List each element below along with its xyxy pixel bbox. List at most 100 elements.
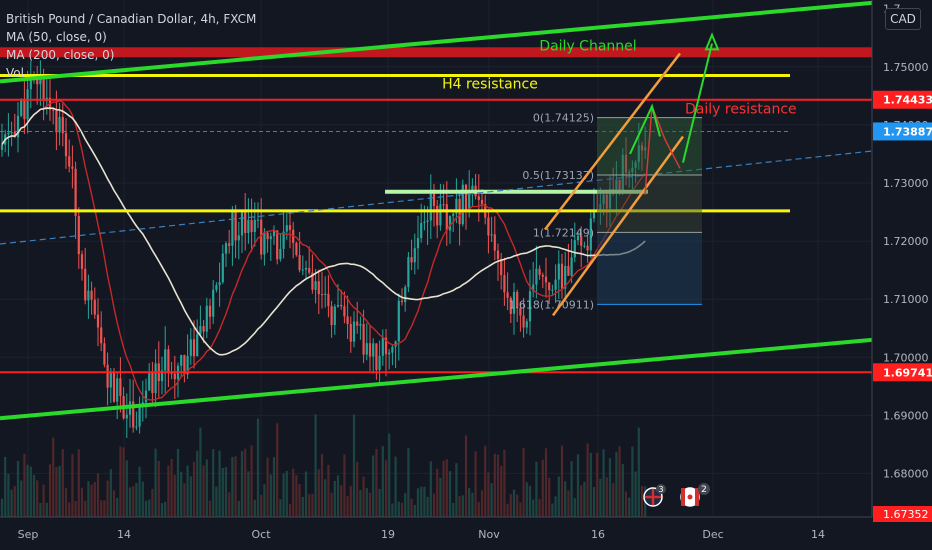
volume-bar [378, 488, 381, 517]
candle-body [365, 343, 368, 355]
flag-band [681, 488, 685, 506]
volume-bar [58, 465, 61, 517]
fib-zone-lower [597, 232, 702, 305]
candle-body [516, 291, 519, 308]
volume-bar [189, 476, 192, 517]
volume-bar [71, 454, 74, 517]
volume-bar [522, 447, 525, 517]
volume-bar [205, 459, 208, 517]
candle-body [512, 291, 516, 314]
currency-badge[interactable]: CAD [885, 8, 921, 30]
candle-body [151, 372, 154, 394]
time-tick-label: 14 [811, 528, 825, 541]
candle-body [64, 133, 68, 157]
candle-body [138, 406, 141, 427]
volume-bar [634, 471, 637, 517]
volume-bar [487, 472, 490, 517]
candle-body [448, 215, 452, 231]
volume-bar [160, 503, 164, 517]
volume-bar [109, 469, 112, 517]
ma50-line [1, 99, 646, 401]
volume-bar [208, 500, 212, 517]
candle-body [189, 339, 192, 356]
volume-bar [637, 427, 640, 517]
price-tick-label: 1.75000 [883, 61, 929, 74]
candle-body [87, 290, 90, 301]
candle-body [269, 236, 272, 240]
volume-bar [416, 488, 420, 517]
volume-bar [333, 480, 336, 517]
volume-bar [436, 468, 439, 517]
volume-bar [352, 414, 356, 517]
candle-body [96, 314, 100, 328]
event-badge-ca: 2 [680, 483, 710, 507]
candle-body [442, 204, 445, 206]
volume-bar [474, 451, 477, 517]
volume-bar [503, 449, 506, 517]
candle-body [346, 316, 349, 324]
maple-leaf [687, 494, 693, 500]
volume-bar [84, 500, 87, 517]
volume-bar [183, 483, 186, 517]
badge-count-bg [656, 484, 666, 494]
candle-body [541, 274, 544, 277]
candle-body [349, 323, 352, 342]
candle-body [535, 268, 538, 285]
volume-bar [608, 458, 612, 517]
candle-body [103, 343, 106, 365]
time-tick-label: 19 [381, 528, 395, 541]
candle-body [586, 245, 589, 251]
volume-bar [580, 485, 583, 517]
volume-bar [100, 500, 103, 517]
volume-bar [327, 464, 330, 517]
candle-body [301, 269, 304, 271]
candle-body [519, 307, 522, 316]
volume-bar [381, 446, 384, 517]
candle-body [554, 279, 557, 290]
volume-bar [55, 467, 58, 517]
candle-body [618, 179, 621, 191]
candle-body [615, 179, 618, 193]
volume-bar [272, 457, 276, 517]
candle-body [567, 265, 570, 276]
volume-bar [13, 486, 16, 517]
legend-volume: Vol [6, 66, 24, 80]
moving-averages [1, 99, 646, 401]
volume-bar [157, 460, 160, 517]
candle-body [208, 305, 212, 317]
candle-body [343, 306, 346, 317]
candle-body [480, 199, 484, 205]
projection-green-path-a [629, 103, 661, 155]
daily-channel-label: Daily Channel [539, 38, 636, 54]
channel-upper-line [0, 0, 873, 84]
candle-body [183, 355, 186, 375]
volume-bar [618, 446, 621, 517]
volume-bar [45, 502, 48, 517]
volume-bar [250, 445, 253, 517]
volume-bar [68, 502, 71, 517]
flag-band [695, 488, 699, 506]
volume-bar [512, 489, 516, 517]
candle-body [199, 326, 202, 335]
candle-body [548, 282, 551, 291]
projection-red-path [644, 106, 681, 195]
candle-body [218, 282, 221, 286]
candle-body [477, 196, 480, 200]
candle-body [125, 414, 128, 419]
candle-body [381, 337, 384, 356]
candle-body [160, 370, 164, 382]
candle-body [397, 300, 400, 342]
ma200-line [1, 107, 646, 356]
volume-bar [23, 453, 26, 517]
volume-bar [356, 461, 359, 517]
candle-body [36, 77, 39, 85]
candle-body [52, 109, 55, 111]
volume-bar [484, 445, 487, 517]
volume-bar [128, 487, 132, 517]
time-tick-label: Nov [478, 528, 500, 541]
volume-bar [464, 435, 468, 517]
badge-count: 2 [701, 485, 707, 495]
candle-body [26, 89, 29, 120]
candle-body [352, 321, 356, 342]
